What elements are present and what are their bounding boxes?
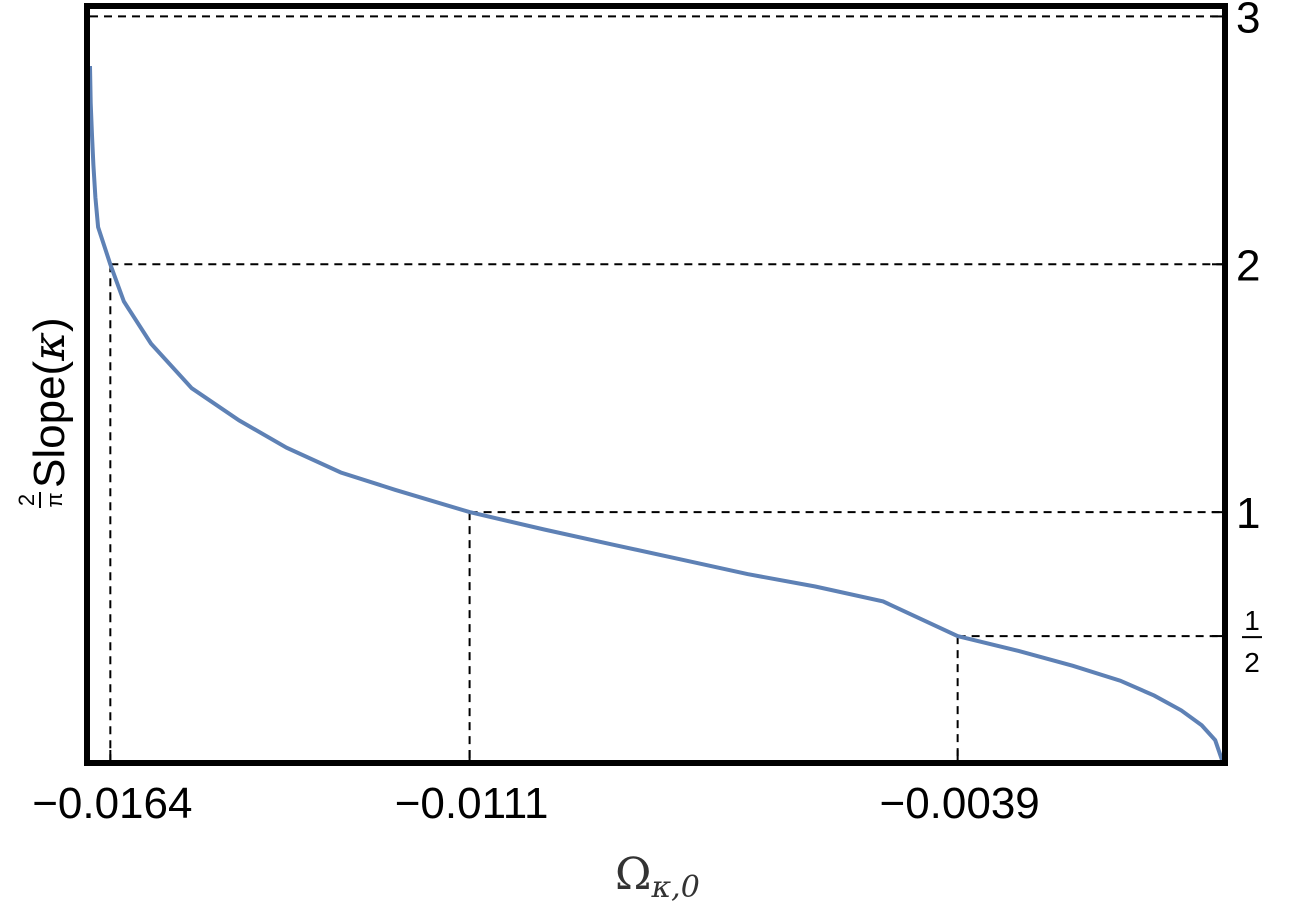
y-label-frac-num: 2 xyxy=(14,494,39,506)
x-axis-label-main: Ω xyxy=(615,849,651,900)
y-label-open-paren: ( xyxy=(25,360,74,375)
reference-lines xyxy=(90,15,1222,760)
y-label-kappa: κ xyxy=(24,332,75,362)
y-label-slope: Slope xyxy=(25,375,74,488)
y-tick-label: 3 xyxy=(1236,0,1260,42)
y-tick-frac-denominator: 2 xyxy=(1244,647,1260,678)
y-tick-label: 2 xyxy=(1236,241,1260,290)
y-axis-label: 2 π Slope(κ) xyxy=(14,317,75,508)
y-tick-label: 1 xyxy=(1236,489,1260,538)
y-axis-ticks: 3 2 1 1 2 xyxy=(1212,0,1262,678)
x-axis-label-subscript: κ,0 xyxy=(650,870,699,905)
x-tick-label: −0.0164 xyxy=(32,779,192,828)
x-tick-label: −0.0039 xyxy=(880,779,1040,828)
x-axis-label: Ωκ,0 xyxy=(615,849,700,905)
x-axis-ticks: −0.0164 −0.0111 −0.0039 xyxy=(32,750,1040,828)
y-tick-frac-numerator: 1 xyxy=(1244,605,1260,636)
series-line-curve xyxy=(88,65,1224,761)
plot-frame xyxy=(84,3,1228,766)
x-tick-label: −0.0111 xyxy=(395,779,549,828)
y-label-close-paren: ) xyxy=(25,317,74,332)
y-label-main: Slope(κ) xyxy=(24,317,75,488)
y-label-frac-den: π xyxy=(42,492,67,507)
